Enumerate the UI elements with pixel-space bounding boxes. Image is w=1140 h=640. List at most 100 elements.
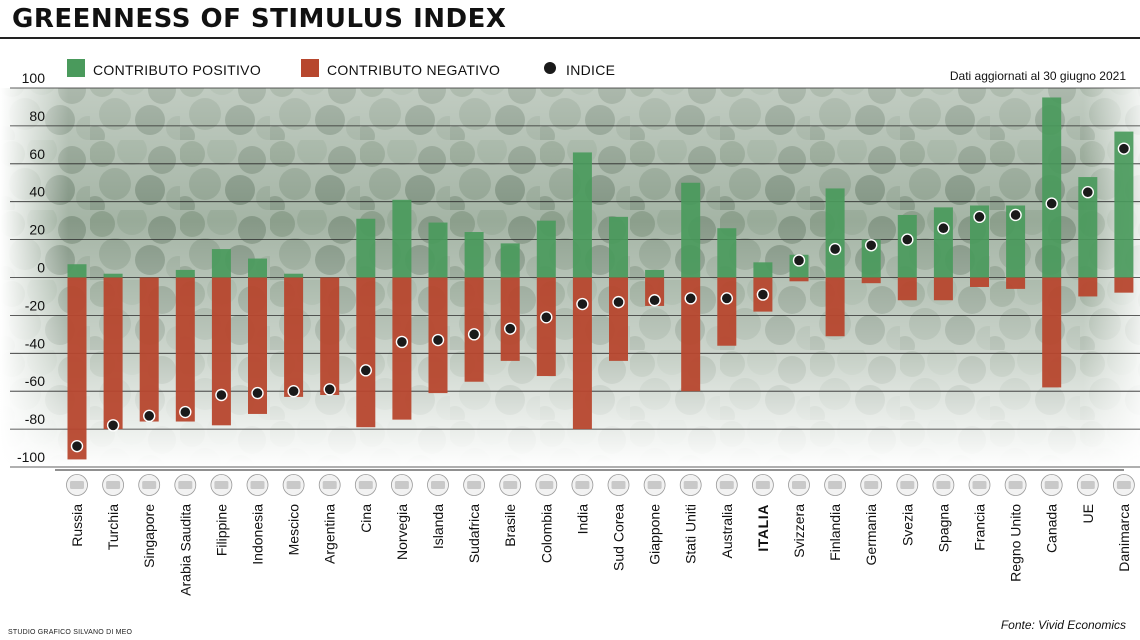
legend-negative-swatch xyxy=(301,59,319,77)
index-dot xyxy=(973,210,986,224)
sweden-flag-icon xyxy=(896,474,919,496)
bar-positive xyxy=(175,269,195,278)
y-tick-label: -40 xyxy=(25,335,45,351)
spain-flag-icon xyxy=(932,474,955,496)
category-label: Sud Corea xyxy=(611,504,627,571)
y-tick-label: -100 xyxy=(17,449,45,465)
category-label: Filippine xyxy=(213,504,229,556)
bar-positive xyxy=(1042,97,1062,278)
index-dot xyxy=(612,295,625,309)
index-dot xyxy=(467,328,481,341)
argentina-flag-icon xyxy=(318,474,341,496)
category-label: Francia xyxy=(972,504,988,551)
japan-flag-icon xyxy=(643,474,666,496)
bar-positive xyxy=(717,228,737,278)
bar-negative xyxy=(67,277,87,460)
singapore-flag-icon xyxy=(138,474,161,496)
mexico-flag-icon xyxy=(282,474,305,496)
bar-negative xyxy=(825,277,845,337)
bar-negative xyxy=(681,277,701,392)
south-africa-flag-icon xyxy=(463,474,486,496)
category-label: Spagna xyxy=(935,504,951,552)
bar-positive xyxy=(897,214,917,278)
category-label: Mescico xyxy=(286,504,302,556)
category-label: Stati Uniti xyxy=(683,504,699,564)
y-tick-label: -60 xyxy=(25,373,45,389)
index-dot xyxy=(1045,197,1058,210)
y-tick-label: 40 xyxy=(29,184,45,200)
bar-positive xyxy=(392,199,412,278)
category-axis: Russia Turchia Singapore Arabia Saudita Fili… xyxy=(66,474,1135,596)
bar-negative xyxy=(248,277,267,414)
italy-flag-icon xyxy=(752,474,774,496)
category-label: Arabia Saudita xyxy=(177,504,193,596)
bar-positive xyxy=(753,262,773,278)
index-dot xyxy=(70,439,84,453)
bar-positive xyxy=(572,152,592,278)
category-label: India xyxy=(574,504,590,535)
bar-negative xyxy=(789,277,809,282)
south-korea-flag-icon xyxy=(607,474,630,496)
index-dot xyxy=(937,222,950,235)
index-dot xyxy=(1117,142,1131,155)
index-dot xyxy=(287,385,300,398)
index-dot xyxy=(648,294,661,307)
category-label: Germania xyxy=(863,504,879,566)
category-label: Finlandia xyxy=(827,504,843,561)
bar-negative xyxy=(933,277,953,301)
index-dot xyxy=(431,333,445,347)
index-dot xyxy=(142,409,156,423)
bar-negative xyxy=(320,277,340,395)
category-label: Svezia xyxy=(899,504,915,546)
category-label: Giappone xyxy=(647,504,663,565)
bar-positive xyxy=(970,205,989,278)
colombia-flag-icon xyxy=(535,474,558,496)
y-tick-label: -20 xyxy=(25,297,45,313)
finland-flag-icon xyxy=(824,474,846,496)
bar-positive xyxy=(500,243,520,278)
index-dot xyxy=(1081,186,1095,199)
bar-positive xyxy=(67,264,87,278)
switzerland-flag-icon xyxy=(788,474,810,496)
index-dot xyxy=(828,242,842,256)
bar-positive xyxy=(103,273,123,278)
bar-negative xyxy=(861,277,881,284)
bar-negative xyxy=(536,277,556,377)
bar-negative xyxy=(175,277,195,422)
uk-flag-icon xyxy=(1004,474,1027,496)
legend-positive-label: CONTRIBUTO POSITIVO xyxy=(93,62,261,78)
title-divider xyxy=(0,37,1140,39)
index-dot xyxy=(792,254,806,267)
turkey-flag-icon xyxy=(102,474,124,496)
russia-flag-icon xyxy=(66,474,88,496)
bar-positive xyxy=(1006,205,1026,278)
philippines-flag-icon xyxy=(210,474,233,496)
australia-flag-icon xyxy=(715,474,738,496)
index-dot xyxy=(179,405,192,419)
france-flag-icon xyxy=(968,474,991,496)
category-label: Norvegia xyxy=(394,504,410,560)
china-flag-icon xyxy=(354,474,377,496)
canada-flag-icon xyxy=(1040,474,1063,496)
category-label: ITALIA xyxy=(755,504,771,552)
saudi-arabia-flag-icon xyxy=(174,474,197,496)
index-dot xyxy=(901,233,914,246)
category-label: Argentina xyxy=(322,504,338,564)
bar-negative xyxy=(1006,277,1026,289)
y-tick-label: 100 xyxy=(22,70,46,86)
category-label: Islanda xyxy=(430,504,446,549)
update-note: Dati aggiornati al 30 giugno 2021 xyxy=(950,69,1126,83)
index-dot xyxy=(395,335,409,349)
category-label: Canada xyxy=(1044,504,1060,553)
bar-positive xyxy=(284,273,304,278)
bar-positive xyxy=(211,249,231,278)
y-tick-label: 0 xyxy=(37,260,45,276)
bar-negative xyxy=(609,277,628,361)
y-tick-label: 60 xyxy=(29,146,45,162)
bar-negative xyxy=(1042,277,1062,388)
bar-negative xyxy=(897,277,917,301)
category-label: Australia xyxy=(719,504,735,559)
bar-negative xyxy=(356,277,376,428)
usa-flag-icon xyxy=(679,474,702,496)
category-label: Regno Unito xyxy=(1008,504,1024,582)
